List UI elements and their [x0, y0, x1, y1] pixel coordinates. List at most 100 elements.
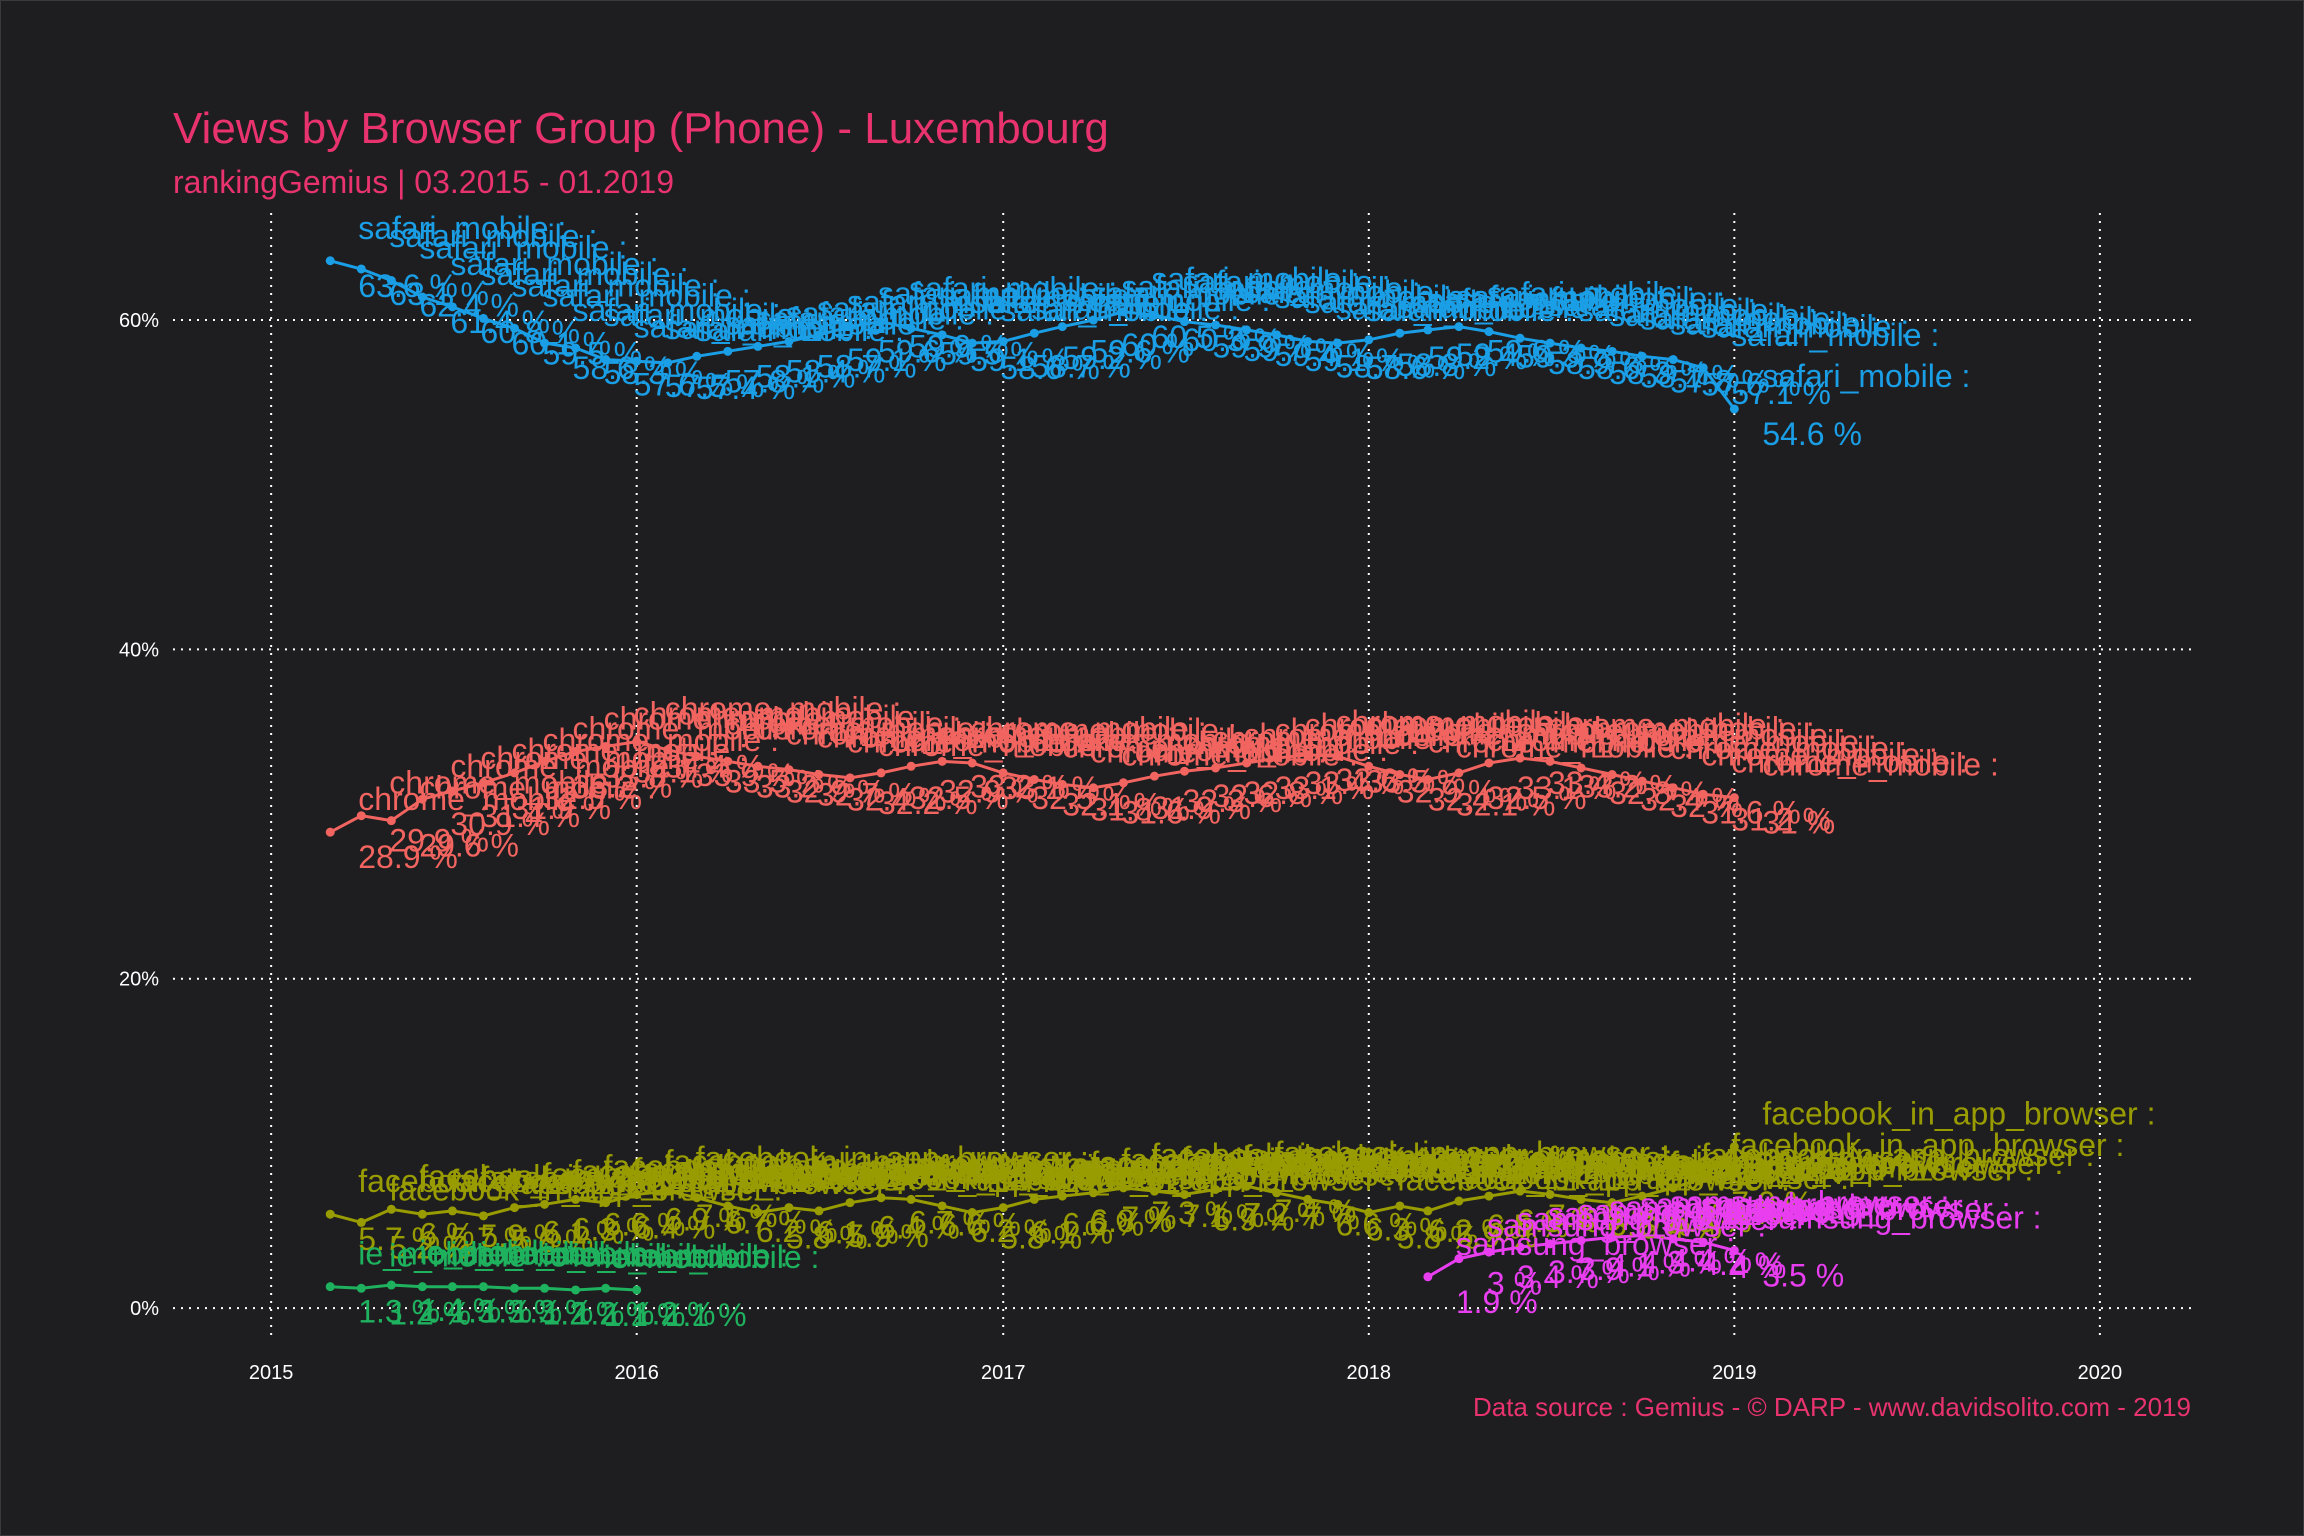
data-label: 33.8 %: [604, 758, 704, 794]
series-name-label: chrome_mobile :: [573, 710, 810, 746]
series-name-label: safari_mobile :: [1731, 317, 1939, 353]
series-name-label: safari_mobile :: [817, 290, 1025, 326]
series-name-label: facebook_in_app_browser :: [543, 1157, 936, 1193]
series-name-label: chrome_mobile :: [1062, 728, 1299, 764]
data-point: [663, 358, 673, 368]
data-point: [692, 1193, 702, 1203]
data-label: 3.9 %: [1578, 1251, 1660, 1287]
data-point: [1423, 1272, 1433, 1282]
data-point: [906, 1194, 916, 1204]
x-tick-label: 2016: [614, 1362, 659, 1384]
data-label: 32.4 %: [1640, 782, 1740, 818]
data-label: 6.8 %: [1670, 1203, 1752, 1239]
series-name-label: chrome_mobile :: [1578, 710, 1815, 746]
data-point: [1576, 763, 1586, 773]
series-name-label: samsung_browser :: [1517, 1201, 1796, 1237]
series-name-label: safari_mobile :: [939, 277, 1147, 313]
series-name-label: safari_mobile :: [1428, 282, 1636, 318]
data-label: 5.8 %: [1000, 1220, 1082, 1256]
data-label: 32.5 %: [909, 780, 1009, 816]
series-name-label: facebook_in_app_browser :: [696, 1140, 1089, 1176]
data-point: [1545, 338, 1555, 348]
data-label: 31.9 %: [1151, 790, 1251, 826]
data-point: [325, 1209, 335, 1219]
data-point: [386, 1204, 396, 1214]
data-point: [632, 737, 642, 747]
series-name-label: chrome_mobile :: [1487, 722, 1724, 758]
data-label: 3 %: [1487, 1266, 1542, 1302]
series-name-label: facebook_in_app_browser :: [1305, 1142, 1698, 1178]
data-label: 5.9 %: [847, 1218, 929, 1254]
data-label: 31.8 %: [1090, 791, 1190, 827]
series-name-label: samsung_browser :: [1762, 1199, 2041, 1235]
data-label: 59.6 %: [878, 334, 978, 370]
data-label: 31.2 %: [1731, 801, 1831, 837]
data-point: [1545, 1189, 1555, 1199]
data-point: [571, 1285, 581, 1295]
data-point: [1272, 753, 1282, 763]
series-name-label: chrome_mobile :: [1701, 737, 1938, 773]
y-tick-label: 0%: [130, 1298, 159, 1320]
series-name-label: safari_mobile :: [634, 309, 842, 345]
data-label: 7.3 %: [1151, 1195, 1233, 1231]
data-point: [845, 322, 855, 332]
series-name-label: facebook_in_app_browser :: [358, 1163, 751, 1199]
series-safari_mobile: [325, 256, 1739, 414]
data-label: 59.4 %: [1456, 337, 1556, 373]
data-point: [1607, 770, 1617, 780]
series-name-label: chrome_mobile :: [1031, 722, 1268, 758]
data-label: 1.3 %: [480, 1294, 562, 1330]
data-label: 31.6 %: [1701, 795, 1801, 831]
data-point: [510, 323, 520, 333]
data-label: 32.1 %: [1062, 786, 1162, 822]
data-label: 3.4 %: [1517, 1259, 1599, 1295]
series-name-label: safari_mobile :: [665, 310, 873, 346]
series-name-label: safari_mobile :: [1062, 282, 1270, 318]
data-point: [1576, 343, 1586, 353]
series-name-label: chrome_mobile :: [817, 719, 1054, 755]
data-label: 59.9 %: [909, 329, 1009, 365]
data-point: [967, 338, 977, 348]
data-label: 6.3 %: [573, 1211, 655, 1247]
data-point: [1454, 1254, 1464, 1264]
data-point: [1515, 1242, 1525, 1252]
data-point: [1333, 1199, 1343, 1209]
data-point: [1454, 322, 1464, 332]
data-label: 7 %: [1305, 1200, 1360, 1236]
x-tick-label: 2019: [1712, 1362, 1757, 1384]
data-label: 32.8 %: [1609, 775, 1709, 811]
data-label: 5.2 %: [389, 1229, 471, 1265]
labels-facebook_in_app_browser: facebook_in_app_browser : 5.7 % facebook_i…: [358, 1096, 2155, 1266]
data-point: [510, 768, 520, 778]
data-label: 29.9 %: [389, 823, 489, 859]
data-point: [1454, 1196, 1464, 1206]
series-name-label: facebook_in_app_browser :: [480, 1160, 873, 1196]
data-point: [1088, 1188, 1098, 1198]
series-name-label: chrome_mobile :: [970, 710, 1207, 746]
data-label: 57.8 %: [1670, 363, 1770, 399]
data-point: [1454, 768, 1464, 778]
data-label: 6 %: [419, 1216, 474, 1252]
data-label: 5.7 %: [358, 1221, 440, 1257]
series-name-label: facebook_in_app_browser :: [909, 1147, 1302, 1183]
data-point: [540, 1199, 550, 1209]
data-label: 6.4 %: [1640, 1210, 1722, 1246]
series-name-label: chrome_mobile :: [1336, 704, 1573, 740]
series-name-label: chrome_mobile :: [1244, 717, 1481, 753]
series-name-label: safari_mobile :: [786, 295, 994, 331]
data-label: 33.5 %: [725, 763, 825, 799]
series-name-label: chrome_mobile :: [696, 699, 933, 735]
data-label: 32.2 %: [878, 785, 978, 821]
data-label: 63.6 %: [358, 268, 458, 304]
data-label: 58.6 %: [1578, 350, 1678, 386]
data-label: 58.6 %: [1366, 350, 1466, 386]
data-label: 4.2 %: [1701, 1246, 1783, 1282]
data-point: [601, 1198, 611, 1208]
data-point: [601, 1283, 611, 1293]
data-point: [845, 773, 855, 783]
data-point: [845, 1198, 855, 1208]
series-name-label: facebook_in_app_browser :: [1336, 1148, 1729, 1184]
data-point: [753, 1208, 763, 1218]
data-label: 1.3 %: [450, 1294, 532, 1330]
